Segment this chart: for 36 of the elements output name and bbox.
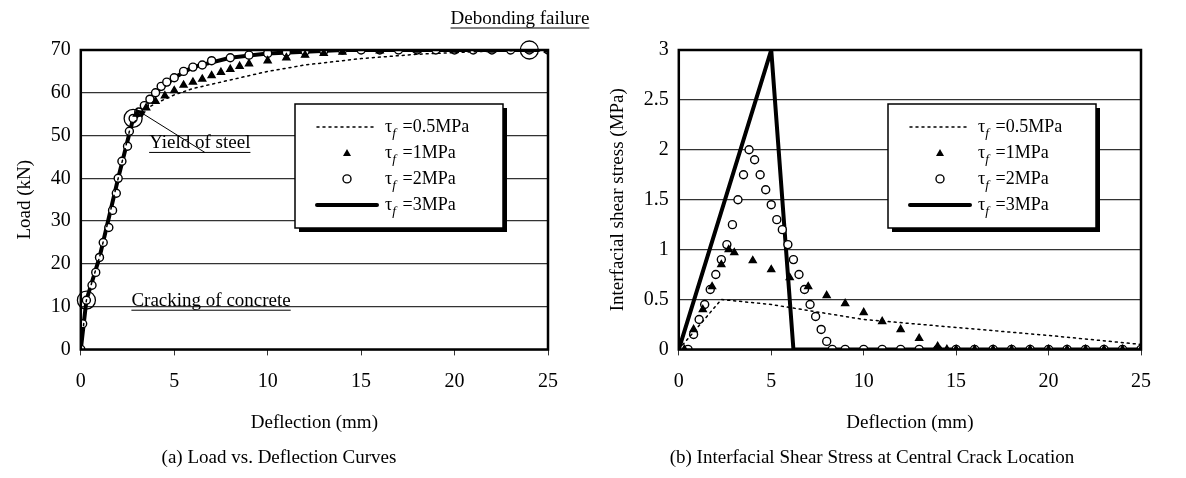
x-tick-label: 25 (538, 368, 558, 391)
y-tick-label: 60 (50, 80, 71, 103)
text: (b) Interfacial Shear Stress at Central Crack Location (669, 445, 1075, 468)
y-tick-label: 2 (658, 137, 669, 160)
y-tick-label: 70 (50, 37, 71, 60)
x-tick-label: 0 (75, 368, 86, 391)
x-tick-label: 5 (766, 368, 777, 391)
x-tick-label: 15 (351, 368, 372, 391)
y-tick-label: 0 (658, 336, 669, 359)
y-tick-label: 50 (50, 122, 71, 145)
y-tick-label: 0.5 (643, 286, 669, 309)
x-tick-label: 5 (169, 368, 180, 391)
annotation: Yield of steel (149, 131, 251, 153)
y-axis-title: Load (kN) (13, 159, 36, 240)
y-tick-label: 1 (658, 236, 669, 259)
text: (a) Load vs. Deflection Curves (161, 445, 397, 468)
x-axis-title: Deflection (mm) (250, 410, 378, 433)
annotation: Cracking of concrete (131, 289, 291, 311)
y-tick-label: 1.5 (643, 186, 669, 209)
x-tick-label: 10 (257, 368, 278, 391)
x-tick-label: 10 (853, 368, 874, 391)
x-tick-label: 20 (444, 368, 465, 391)
annotation: Debonding failure (450, 7, 590, 28)
y-tick-label: 40 (50, 165, 71, 188)
y-tick-label: 30 (50, 208, 71, 231)
x-tick-label: 15 (946, 368, 967, 391)
x-tick-label: 0 (673, 368, 684, 391)
y-tick-label: 3 (658, 37, 669, 60)
y-tick-label: 10 (50, 293, 71, 316)
x-axis-title: Deflection (mm) (846, 410, 974, 433)
x-tick-label: 20 (1038, 368, 1059, 391)
y-tick-label: 20 (50, 251, 71, 274)
y-tick-label: 0 (60, 336, 71, 359)
y-axis-title: Interfacial shear stress (MPa) (606, 88, 629, 312)
x-tick-label: 25 (1131, 368, 1151, 391)
y-tick-label: 2.5 (643, 87, 669, 110)
